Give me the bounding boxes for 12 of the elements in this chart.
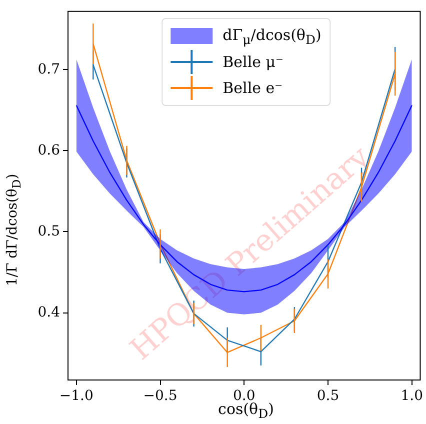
legend-label: dΓ$_{μ}$/dcos(θ$_{D}$) xyxy=(222,26,322,46)
legend-label: Belle μ⁻ xyxy=(222,53,284,71)
y-tick-label: 0.6 xyxy=(38,142,60,158)
x-tick-label: −0.5 xyxy=(143,388,178,404)
x-tick-label: −1.0 xyxy=(59,388,94,404)
x-tick-label: 1.0 xyxy=(400,388,423,404)
x-tick-label: 0.5 xyxy=(316,388,340,404)
y-tick-label: 0.5 xyxy=(38,223,60,240)
y-tick-label: 0.7 xyxy=(38,61,60,78)
x-axis-title: cos(θ$_{D}$) xyxy=(218,400,274,421)
y-tick-label: 0.4 xyxy=(38,304,60,320)
legend-label: Belle e⁻ xyxy=(222,79,283,97)
